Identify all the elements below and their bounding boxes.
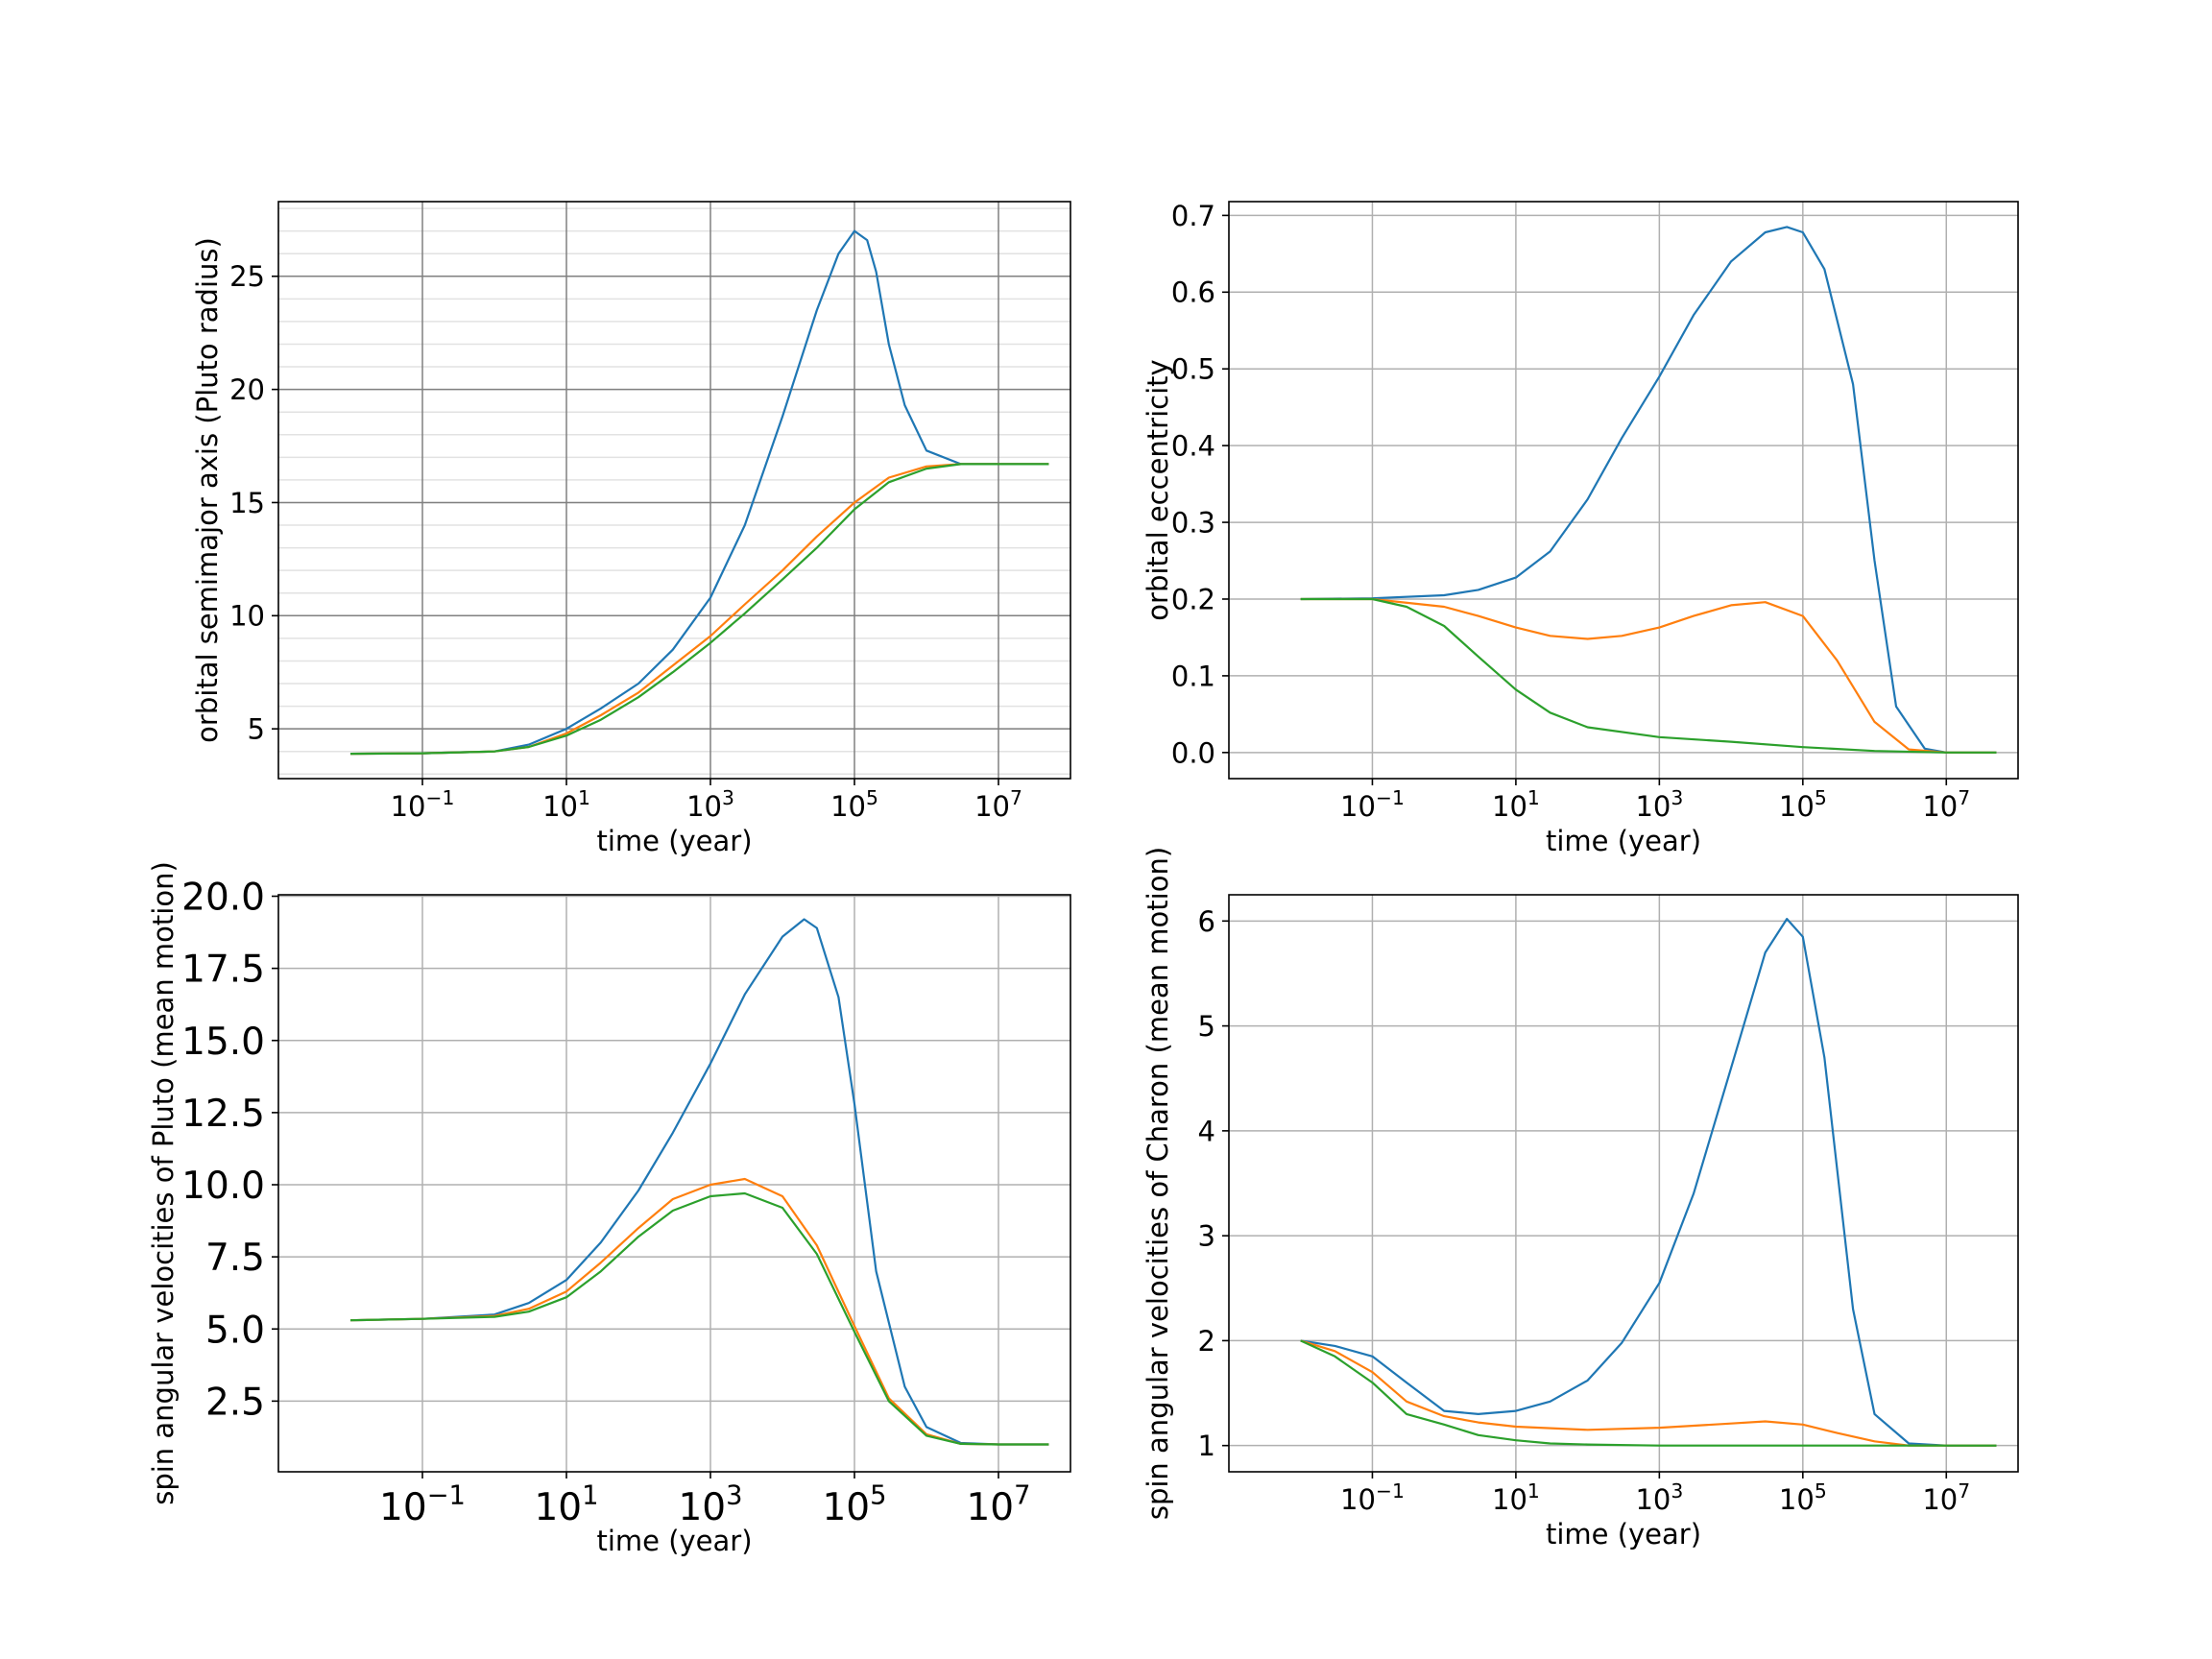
axes-frame — [277, 201, 1071, 780]
x-tick-label: 101 — [542, 786, 590, 823]
x-tick-label: 107 — [1922, 1479, 1970, 1516]
y-axis-label: orbital semimajor axis (Pluto radius) — [191, 237, 224, 743]
x-axis-label: time (year) — [596, 1525, 752, 1557]
series-3-line — [1300, 597, 1997, 754]
y-tick-label: 5.0 — [205, 1309, 265, 1352]
x-tick-label: 107 — [1922, 786, 1970, 823]
x-tick-label: 107 — [966, 1481, 1030, 1529]
y-tick-label: 0.1 — [1171, 660, 1215, 692]
x-axis-label: time (year) — [596, 825, 752, 857]
x-tick-label: 10−1 — [379, 1481, 466, 1529]
series-3-line — [349, 1191, 1049, 1446]
y-tick-label: 10 — [229, 600, 265, 633]
x-axis-label: time (year) — [1546, 825, 1701, 857]
x-tick-label: 105 — [1779, 1479, 1827, 1516]
y-tick-label: 12.5 — [181, 1093, 265, 1136]
series-2-line — [1300, 597, 1997, 754]
subplot-4: 10−1 101 103 105 107 1 2 3 4 5 6 time (year) spin an… — [1142, 847, 2019, 1551]
series-2-line — [349, 1177, 1049, 1446]
x-tick-label: 103 — [1635, 786, 1683, 823]
series-1-line — [349, 229, 1049, 756]
x-tick-label: 105 — [1779, 786, 1827, 823]
x-tick-label: 101 — [1492, 786, 1540, 823]
x-tick-label: 103 — [678, 1481, 742, 1529]
axes-frame — [277, 894, 1071, 1473]
axes-frame — [1228, 894, 2019, 1473]
y-tick-label: 0.7 — [1171, 200, 1215, 232]
x-axis-label: time (year) — [1546, 1518, 1701, 1551]
x-tick-label: 10−1 — [391, 786, 455, 823]
x-tick-label: 103 — [686, 786, 734, 823]
y-tick-label: 0.4 — [1171, 430, 1215, 463]
series-3-line — [1300, 1339, 1997, 1447]
x-tick-label: 107 — [974, 786, 1022, 823]
series-1-line — [1300, 226, 1997, 754]
y-tick-label: 25 — [229, 260, 265, 293]
y-tick-label: 0.6 — [1171, 276, 1215, 309]
y-tick-label: 20.0 — [181, 877, 265, 920]
subplot-2: 10−1 101 103 105 107 0.0 0.1 0.2 0.3 0.4 0.5 0.6 0.7… — [1142, 200, 2019, 857]
x-tick-label: 105 — [830, 786, 878, 823]
y-tick-label: 15.0 — [181, 1021, 265, 1064]
x-tick-label: 101 — [1492, 1479, 1540, 1516]
x-tick-label: 10−1 — [1340, 1479, 1405, 1516]
series-1-line — [349, 918, 1049, 1446]
x-tick-label: 10−1 — [1340, 786, 1405, 823]
y-tick-label: 5 — [1198, 1010, 1215, 1043]
subplot-1: 10−1 101 103 105 107 5 10 15 20 25 time (year) orbi… — [191, 201, 1071, 857]
series-1-line — [1300, 917, 1997, 1447]
y-tick-label: 2 — [1198, 1325, 1215, 1358]
y-tick-label: 1 — [1198, 1430, 1215, 1462]
y-axis-label: spin angular velocities of Charon (mean … — [1142, 847, 1174, 1520]
y-tick-label: 0.2 — [1171, 583, 1215, 615]
y-tick-label: 6 — [1198, 905, 1215, 938]
series-2-line — [1300, 1339, 1997, 1447]
y-tick-label: 17.5 — [181, 949, 265, 992]
y-tick-label: 15 — [229, 487, 265, 519]
series-3-line — [349, 463, 1049, 756]
y-axis-label: spin angular velocities of Pluto (mean m… — [147, 861, 180, 1505]
x-tick-label: 101 — [534, 1481, 598, 1529]
y-tick-label: 7.5 — [205, 1237, 265, 1280]
subplot-3: 10−1 101 103 105 107 2.5 5.0 7.5 10.0 12.5 15.0 17.… — [147, 861, 1071, 1557]
y-tick-label: 0.5 — [1171, 353, 1215, 386]
y-tick-label: 3 — [1198, 1220, 1215, 1253]
y-tick-label: 4 — [1198, 1115, 1215, 1147]
y-axis-label: orbital eccentricity — [1142, 359, 1174, 620]
y-tick-label: 5 — [248, 713, 265, 746]
y-tick-label: 0.0 — [1171, 736, 1215, 769]
y-tick-label: 2.5 — [205, 1381, 265, 1424]
y-tick-label: 20 — [229, 373, 265, 406]
x-tick-label: 103 — [1635, 1479, 1683, 1516]
y-tick-label: 10.0 — [181, 1165, 265, 1208]
axes-frame — [1228, 201, 2019, 780]
series-2-line — [349, 463, 1049, 756]
y-tick-label: 0.3 — [1171, 507, 1215, 540]
x-tick-label: 105 — [822, 1481, 886, 1529]
